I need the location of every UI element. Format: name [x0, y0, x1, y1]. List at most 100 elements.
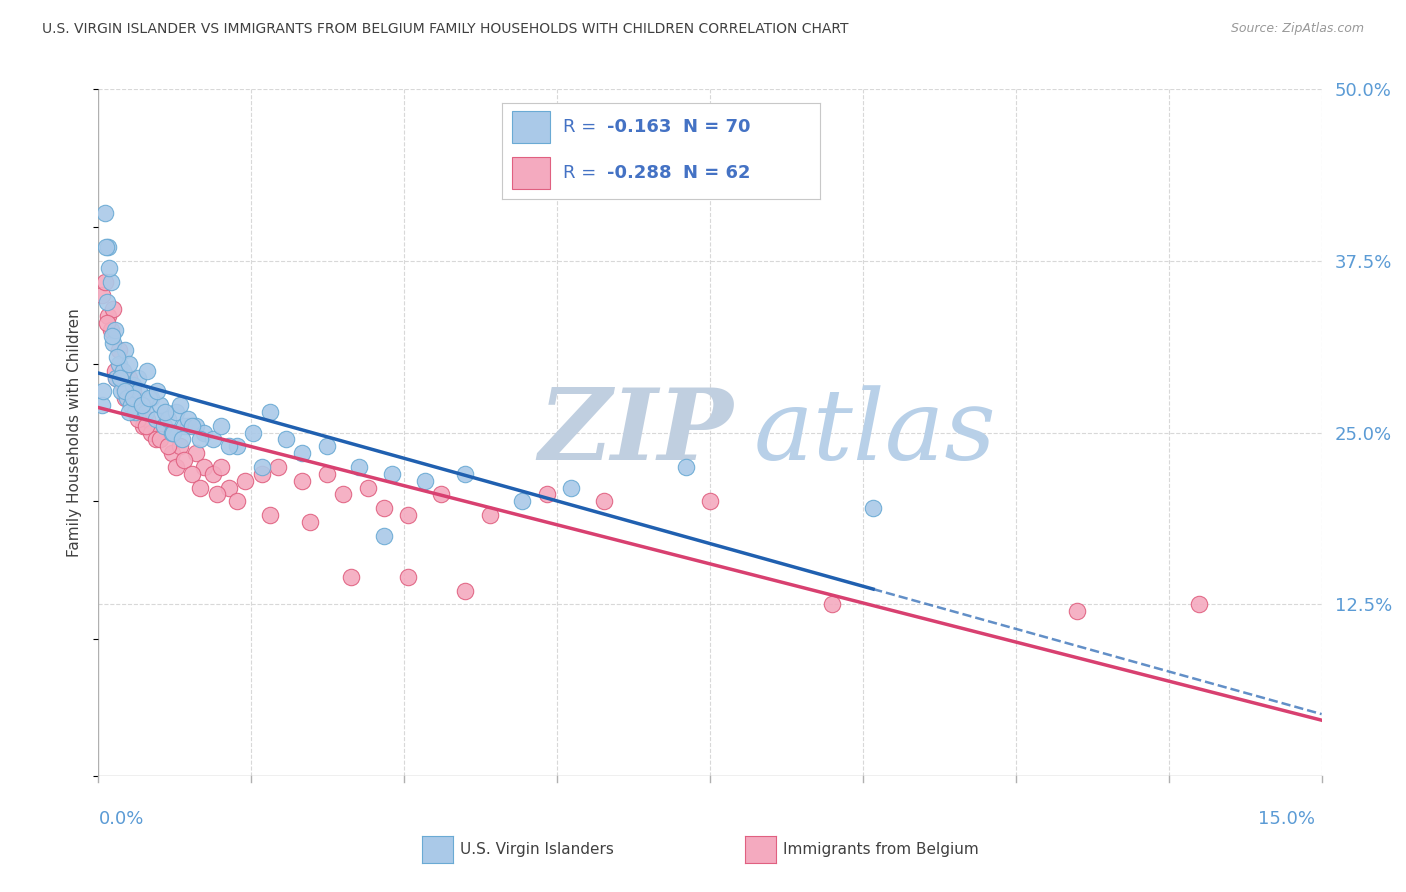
Point: [145, 412, 167, 426]
Point: [181, 467, 204, 481]
Text: R =: R =: [562, 164, 602, 182]
Point: [454, 583, 477, 598]
Point: [160, 446, 183, 460]
Point: [373, 501, 395, 516]
Text: ZIP: ZIP: [538, 384, 734, 481]
Point: [100, 322, 122, 336]
Point: [862, 501, 884, 516]
Point: [340, 570, 363, 584]
Point: [91, 384, 114, 399]
Point: [454, 467, 477, 481]
Point: [188, 481, 212, 495]
Point: [430, 487, 453, 501]
Point: [108, 343, 131, 358]
Point: [138, 391, 160, 405]
Point: [226, 439, 249, 453]
Point: [97, 240, 120, 254]
Point: [349, 460, 371, 475]
Point: [91, 398, 114, 412]
Point: [96, 316, 118, 330]
Text: U.S. Virgin Islanders: U.S. Virgin Islanders: [460, 842, 613, 856]
Point: [121, 384, 143, 399]
Point: [128, 384, 150, 399]
Point: [250, 467, 273, 481]
Point: [233, 474, 256, 488]
Point: [110, 370, 132, 384]
Point: [381, 467, 404, 481]
Point: [108, 357, 131, 371]
Text: -0.163: -0.163: [607, 118, 672, 136]
Point: [177, 418, 200, 433]
Point: [136, 412, 159, 426]
Point: [512, 494, 534, 508]
Point: [267, 460, 290, 475]
Point: [101, 301, 124, 316]
Point: [165, 405, 187, 419]
Point: [226, 494, 249, 508]
Point: [413, 474, 436, 488]
Point: [593, 494, 616, 508]
Point: [96, 295, 118, 310]
Point: [111, 377, 134, 392]
Point: [132, 418, 155, 433]
Point: [128, 405, 150, 419]
Point: [149, 433, 172, 447]
Point: [124, 405, 146, 419]
Point: [315, 439, 337, 453]
Point: [218, 481, 240, 495]
Text: N = 70: N = 70: [683, 118, 751, 136]
Point: [110, 364, 132, 378]
Point: [170, 433, 193, 447]
Text: 15.0%: 15.0%: [1257, 810, 1315, 828]
Point: [821, 598, 844, 612]
Point: [121, 377, 143, 392]
Point: [117, 405, 139, 419]
Point: [120, 398, 142, 412]
Point: [250, 460, 273, 475]
Point: [201, 433, 224, 447]
Point: [165, 460, 187, 475]
Point: [156, 439, 179, 453]
Point: [105, 370, 128, 384]
Point: [115, 391, 138, 405]
Point: [193, 425, 215, 440]
Point: [373, 528, 395, 542]
Point: [111, 364, 134, 378]
Point: [177, 412, 200, 426]
Bar: [512, 111, 550, 144]
Point: [110, 384, 132, 399]
Point: [124, 398, 146, 412]
Point: [115, 391, 138, 405]
Point: [291, 474, 314, 488]
Point: [160, 425, 183, 440]
Point: [173, 418, 195, 433]
Text: N = 62: N = 62: [683, 164, 751, 182]
Point: [104, 364, 127, 378]
Point: [131, 398, 153, 412]
Text: R =: R =: [562, 118, 602, 136]
Point: [315, 467, 337, 481]
Point: [259, 508, 281, 522]
Point: [1188, 598, 1211, 612]
Point: [97, 309, 120, 323]
Point: [205, 487, 228, 501]
Point: [274, 433, 297, 447]
Point: [209, 418, 232, 433]
Point: [188, 433, 212, 447]
Point: [101, 336, 124, 351]
Point: [100, 275, 122, 289]
Point: [218, 439, 240, 453]
Point: [135, 418, 157, 433]
Point: [181, 418, 204, 433]
Point: [396, 570, 419, 584]
Point: [162, 425, 184, 440]
Point: [136, 364, 159, 378]
Text: 0.0%: 0.0%: [98, 810, 143, 828]
Point: [114, 391, 136, 405]
Point: [209, 460, 232, 475]
Point: [536, 487, 558, 501]
Point: [91, 288, 114, 302]
Point: [101, 329, 124, 343]
Point: [132, 398, 155, 412]
Point: [478, 508, 501, 522]
